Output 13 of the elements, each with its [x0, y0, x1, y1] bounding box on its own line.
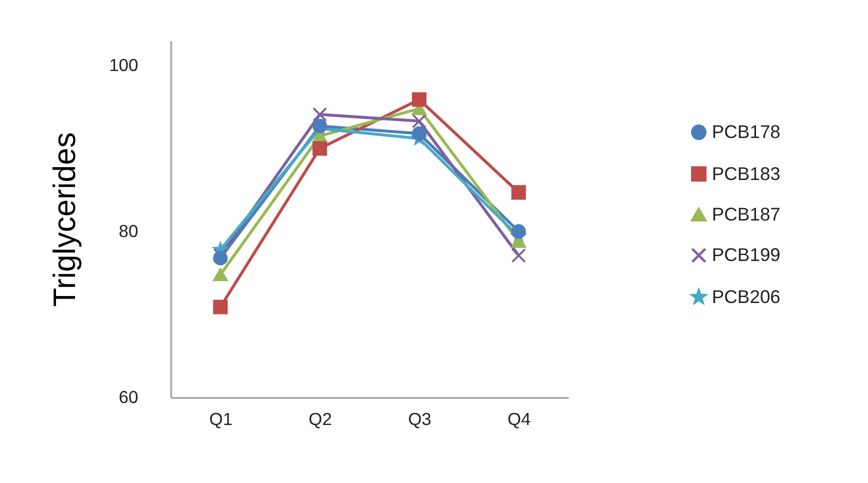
- legend-label: PCB187: [712, 203, 780, 224]
- legend-label: PCB199: [712, 244, 780, 266]
- legend-label: PCB183: [712, 162, 780, 184]
- x-tick-label: Q2: [308, 409, 332, 430]
- x-tick-label: Q1: [209, 409, 233, 430]
- y-axis-title: Triglycerides: [47, 132, 82, 307]
- y-tick-label: 80: [118, 220, 138, 241]
- y-tick-label: 100: [109, 54, 139, 75]
- x-tick-label: Q4: [507, 409, 532, 430]
- legend-label: PCB178: [712, 121, 780, 142]
- legend-label: PCB206: [712, 286, 780, 307]
- x-tick-label: Q3: [408, 409, 432, 430]
- y-tick-label: 60: [118, 386, 138, 407]
